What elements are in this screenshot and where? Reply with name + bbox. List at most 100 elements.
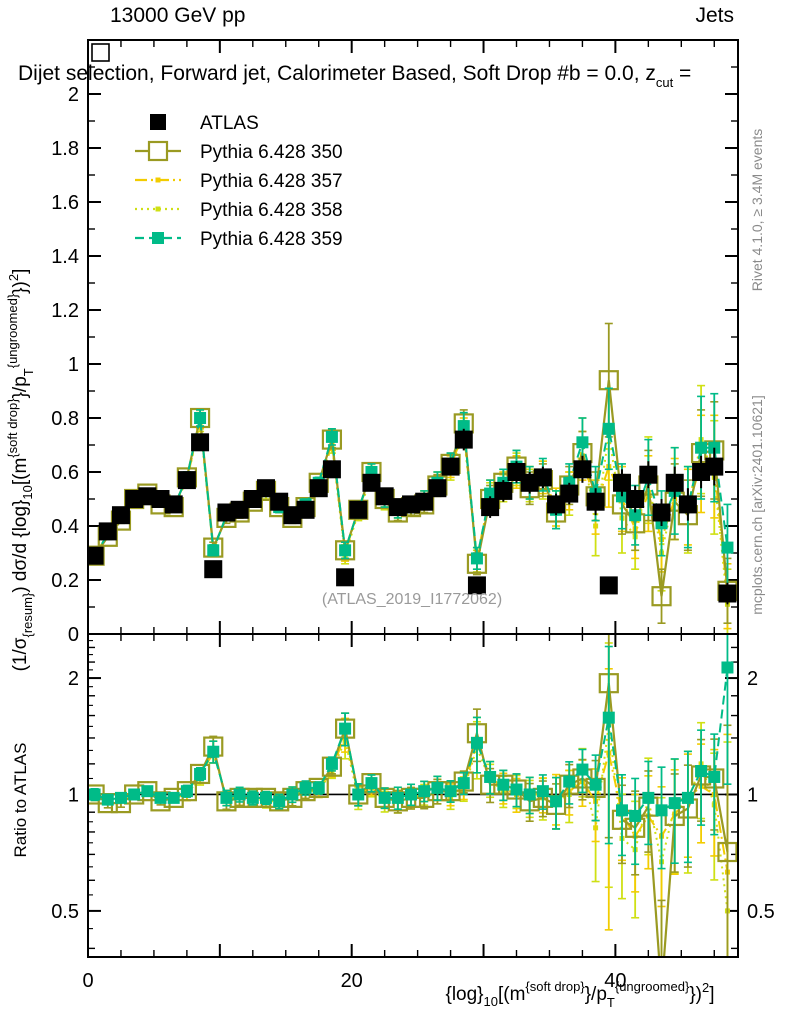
data-marker — [563, 775, 576, 788]
main-panel-frame — [87, 39, 739, 635]
data-marker — [325, 430, 338, 443]
data-marker — [721, 661, 734, 674]
ratio-y-tick-label: 1 — [68, 784, 79, 806]
legend-item-1[interactable]: Pythia 6.428 350 — [135, 140, 343, 163]
legend-label-0: ATLAS — [200, 113, 259, 134]
x-axis-label: {log}10[(m{soft drop}}/pT{ungroomed}})2] — [445, 979, 714, 1010]
legend-label-1: Pythia 6.428 350 — [200, 142, 343, 163]
data-marker — [180, 785, 193, 798]
y-tick-label: 1 — [68, 354, 79, 376]
data-marker — [431, 781, 444, 794]
data-marker — [484, 487, 497, 500]
data-marker — [718, 584, 737, 603]
data-marker — [615, 804, 628, 817]
data-marker — [207, 544, 220, 557]
legend-item-2[interactable]: Pythia 6.428 357 — [135, 171, 343, 192]
data-marker — [378, 791, 391, 804]
data-marker — [629, 509, 642, 522]
data-marker — [639, 465, 658, 484]
data-marker — [114, 791, 127, 804]
data-marker — [207, 745, 220, 758]
data-marker — [194, 767, 207, 780]
ratio-y-axis-label: Ratio to ATLAS — [11, 743, 30, 858]
legend-marker — [150, 114, 166, 130]
data-marker — [444, 785, 457, 798]
data-marker — [602, 422, 615, 435]
data-marker — [352, 788, 365, 801]
data-marker — [273, 795, 286, 808]
data-marker — [717, 841, 737, 863]
series-atlas — [89, 428, 737, 605]
main-y-axis-label: (1/σ{resum}) dσ/d {log}10[(m{soft drop}}… — [5, 269, 36, 672]
data-marker — [339, 722, 352, 735]
ratio-x-axis: 0 20 40 — [82, 634, 715, 992]
main-panel-data — [89, 322, 737, 633]
data-marker — [494, 481, 513, 500]
data-marker — [705, 457, 724, 476]
data-marker — [259, 791, 272, 804]
data-marker — [391, 791, 404, 804]
ratio-y-tick-label: 0.5 — [51, 901, 79, 923]
data-marker — [167, 791, 180, 804]
data-marker — [470, 736, 483, 749]
data-marker — [550, 795, 563, 808]
legend-item-0[interactable]: ATLAS — [150, 113, 259, 134]
data-marker — [560, 484, 579, 503]
data-marker — [652, 503, 671, 522]
data-marker — [177, 471, 196, 490]
y-tick-label: 1.8 — [51, 138, 79, 160]
data-marker — [533, 468, 552, 487]
data-marker — [484, 770, 497, 783]
data-marker — [89, 788, 101, 801]
legend-label-2: Pythia 6.428 357 — [200, 171, 343, 192]
ratio-y-tick-label-right: 1 — [747, 784, 758, 806]
data-marker — [164, 495, 183, 514]
x-axis-label-group: {log}10[(m{soft drop}}/pT{ungroomed}})2] — [445, 979, 714, 1010]
data-marker — [176, 781, 197, 802]
data-marker — [599, 576, 618, 595]
y-tick-label: 0.6 — [51, 462, 79, 484]
data-marker — [481, 498, 500, 517]
ratio-series-pythia-6-428-359 — [89, 635, 734, 870]
ratio-panel-data — [89, 635, 737, 956]
data-marker — [457, 420, 470, 433]
data-marker — [286, 788, 299, 801]
data-marker — [642, 791, 655, 804]
main-x-axis — [87, 40, 715, 634]
data-marker — [299, 781, 312, 794]
data-marker — [339, 544, 352, 557]
data-marker — [405, 788, 418, 801]
data-marker — [365, 777, 378, 790]
header-right: Jets — [695, 4, 734, 27]
y-tick-label: 0 — [68, 624, 79, 646]
watermark: (ATLAS_2019_I1772062) — [322, 591, 502, 608]
data-marker — [111, 506, 130, 525]
data-marker — [418, 785, 431, 798]
data-marker — [497, 778, 510, 791]
series-pythia-6-428-359 — [89, 387, 734, 592]
y-tick-label: 1.6 — [51, 192, 79, 214]
data-marker — [204, 560, 223, 579]
data-marker — [695, 765, 708, 778]
y-tick-label: 0.8 — [51, 408, 79, 430]
header-left: 13000 GeV pp — [110, 4, 245, 27]
legend-item-4[interactable]: Pythia 6.428 359 — [135, 229, 343, 250]
data-marker — [334, 540, 356, 561]
data-marker — [128, 788, 141, 801]
data-marker — [101, 793, 114, 806]
data-marker — [467, 576, 486, 595]
data-marker — [626, 490, 645, 508]
y-tick-label: 0.4 — [51, 516, 79, 538]
data-marker — [203, 537, 224, 558]
ratio-y-tick-label-right: 0.5 — [747, 901, 775, 923]
legend-item-3[interactable]: Pythia 6.428 358 — [135, 200, 343, 221]
legend-marker — [152, 232, 164, 244]
legend-label-3: Pythia 6.428 358 — [200, 200, 343, 221]
data-marker — [189, 763, 211, 785]
data-marker — [589, 778, 602, 791]
data-marker — [325, 757, 338, 770]
data-marker — [708, 770, 721, 783]
data-marker — [573, 460, 592, 479]
data-marker — [651, 586, 672, 607]
